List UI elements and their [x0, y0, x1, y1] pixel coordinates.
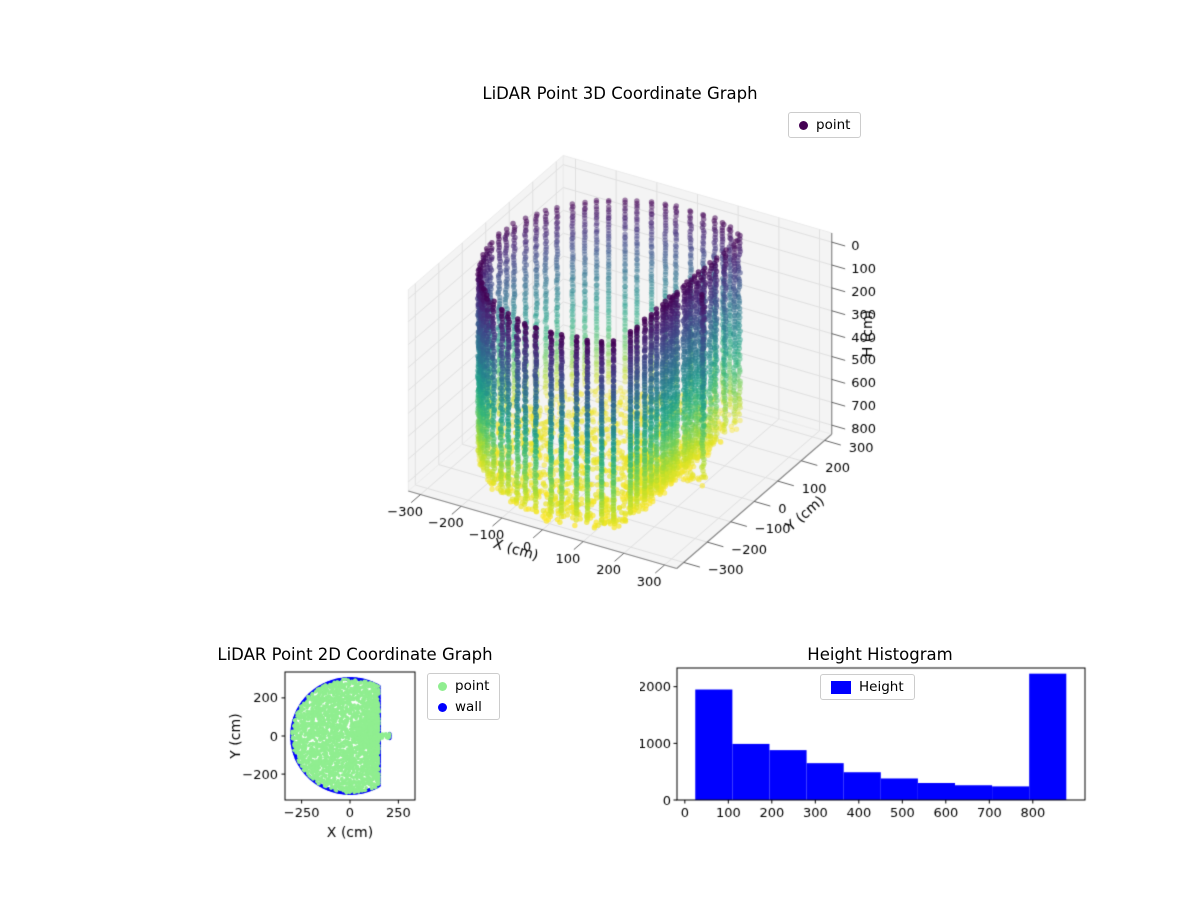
- legend-label-height: Height: [859, 679, 904, 695]
- height-patch-icon: [831, 680, 851, 694]
- histogram-canvas: [640, 640, 1110, 830]
- legend-item-point: point: [799, 117, 850, 133]
- legend-label-point: point: [816, 117, 851, 133]
- plot2d-legend: point wall: [427, 673, 501, 720]
- histogram-legend: Height: [820, 674, 915, 700]
- wall-marker-icon: [438, 702, 447, 712]
- legend-item-wall: wall: [438, 699, 489, 715]
- legend-item-height: Height: [831, 679, 904, 695]
- legend-label-wall: wall: [455, 699, 482, 715]
- point-marker-icon: [438, 681, 447, 691]
- legend-label-point-2d: point: [455, 678, 490, 694]
- point-marker-icon: [799, 120, 808, 130]
- plot3d-legend: point: [788, 112, 862, 138]
- plot3d-canvas: [320, 90, 920, 670]
- legend-item-point-2d: point: [438, 678, 489, 694]
